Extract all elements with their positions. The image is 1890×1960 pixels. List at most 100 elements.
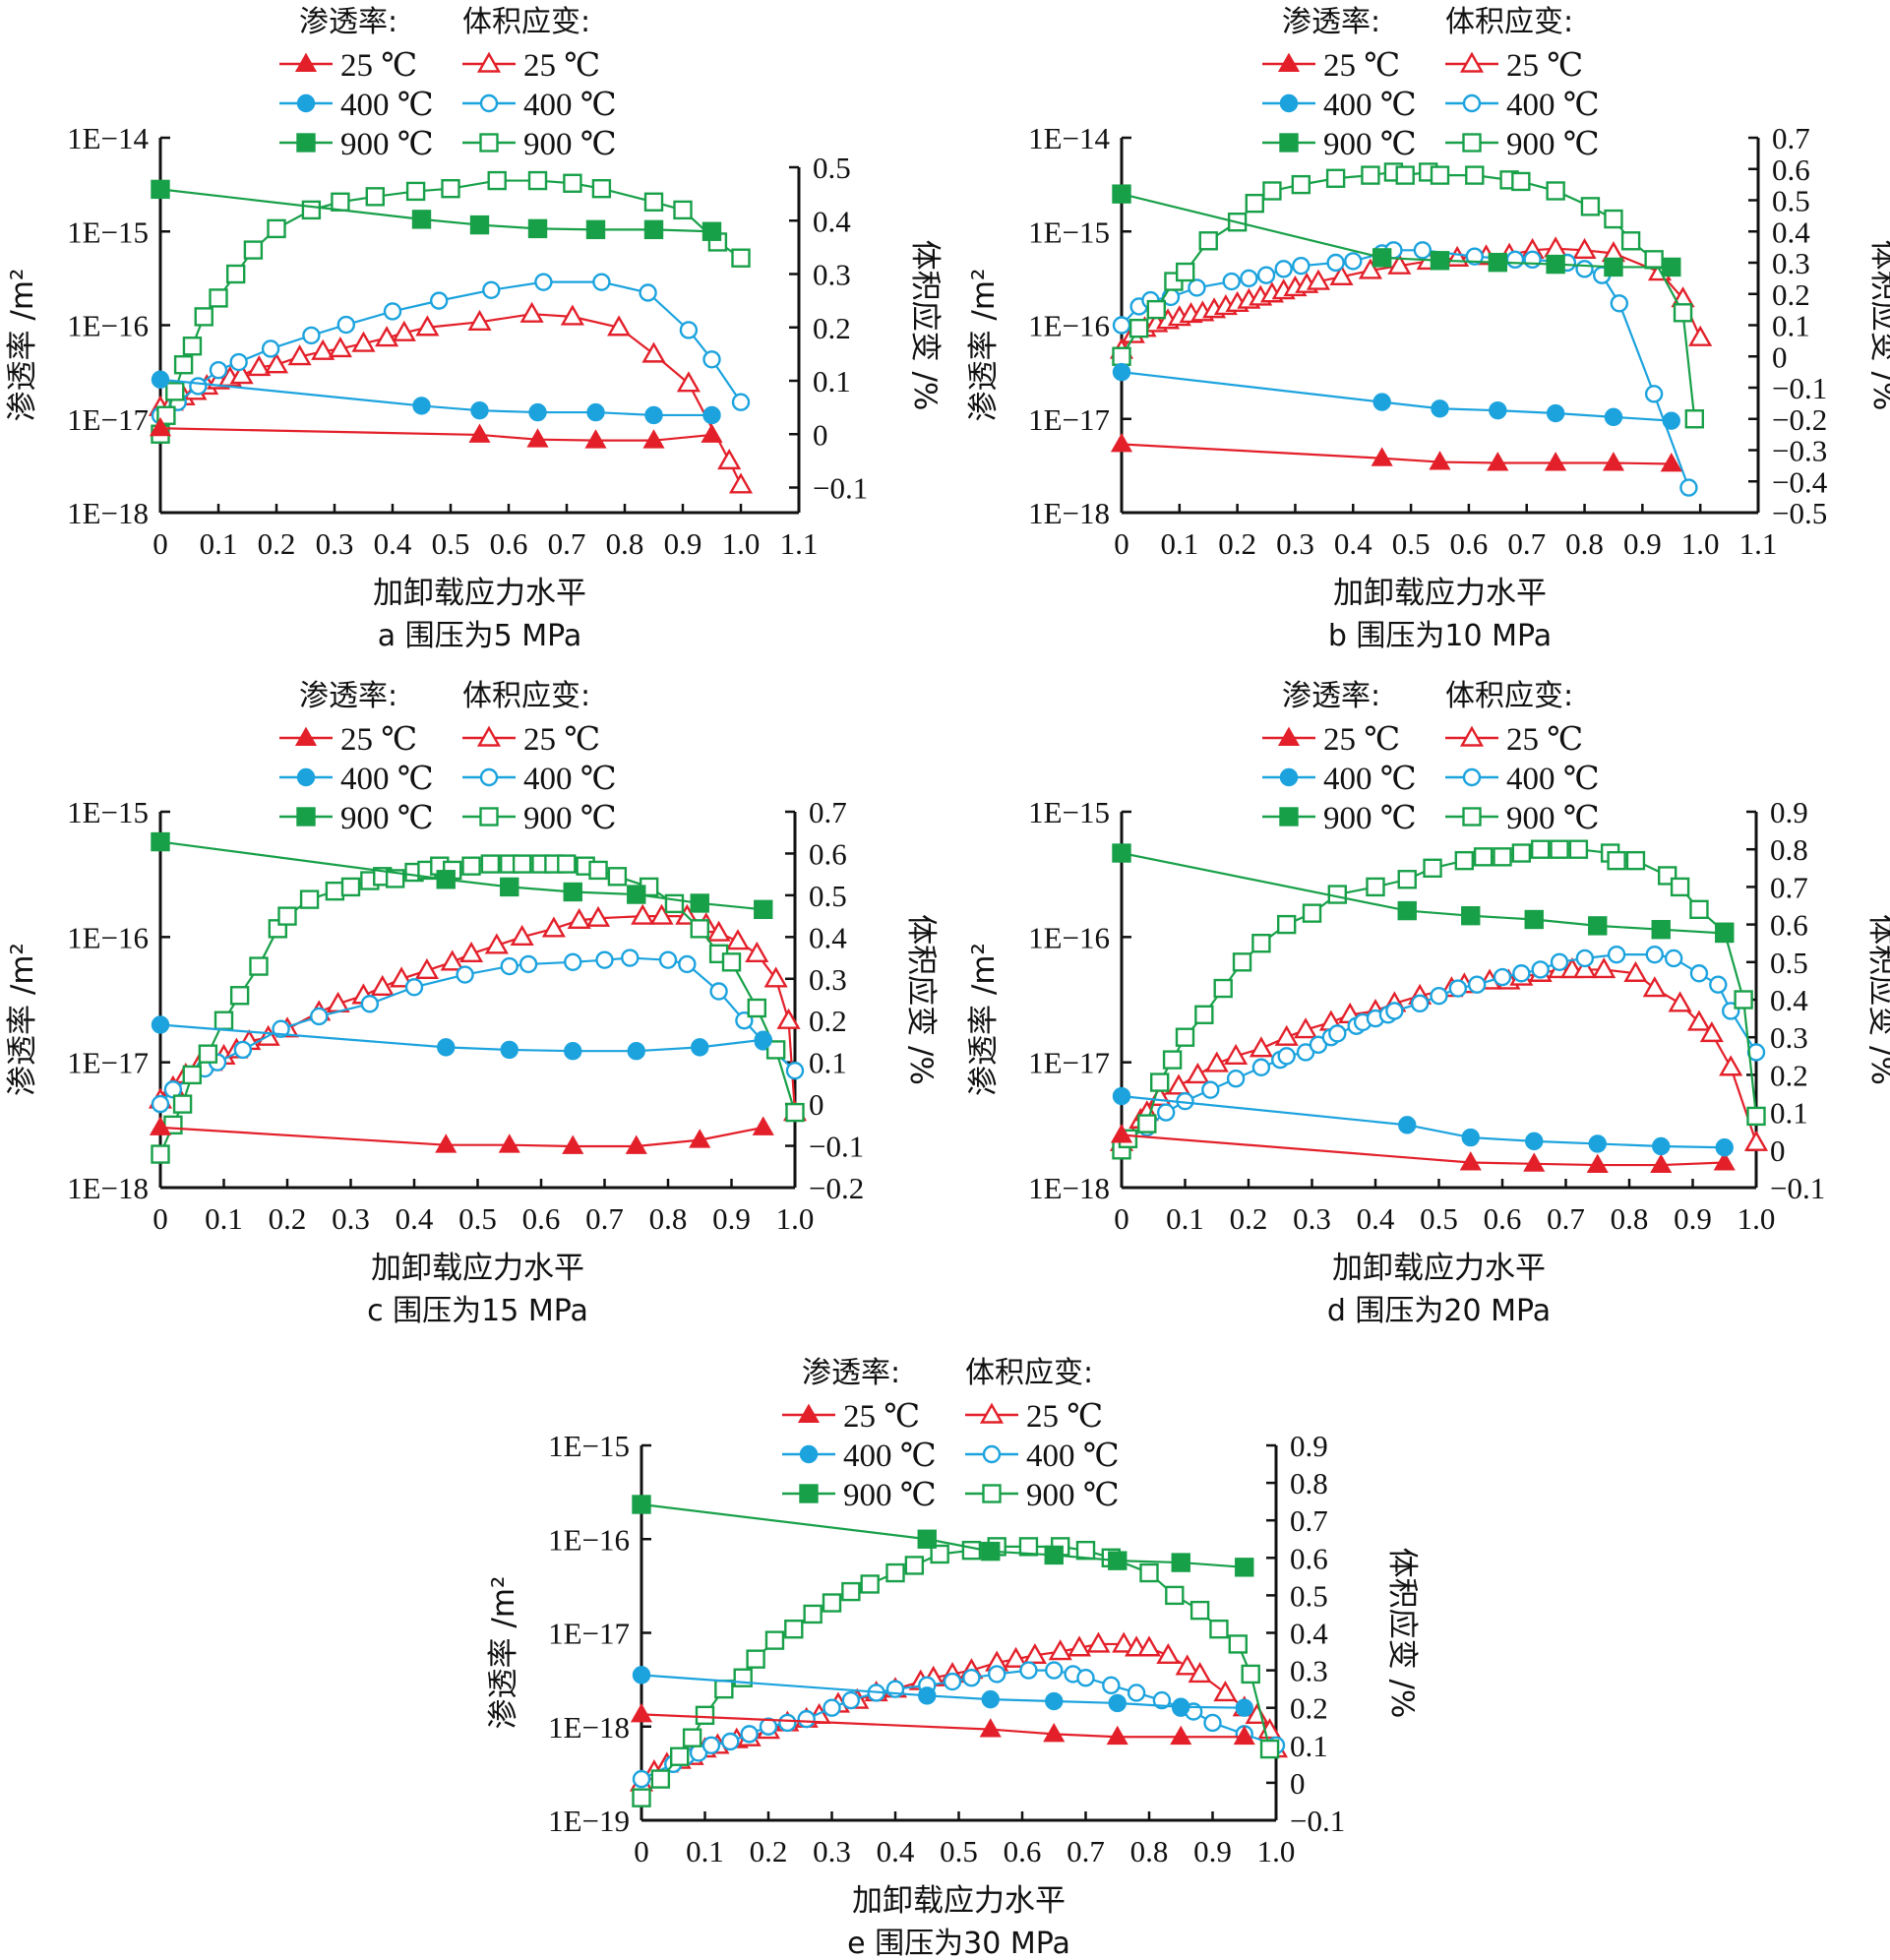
legend-item-strain: 900 ℃ bbox=[462, 801, 617, 836]
y-right-tick-label: 0.8 bbox=[1290, 1466, 1328, 1501]
strain-point bbox=[1175, 1654, 1199, 1676]
permeability-point bbox=[691, 1038, 709, 1057]
legend-item-permeability: 900 ℃ bbox=[279, 801, 434, 836]
legend-marker-icon bbox=[1279, 93, 1299, 113]
x-tick-label: 0.1 bbox=[200, 526, 238, 561]
strain-point bbox=[1623, 960, 1648, 982]
permeability-point bbox=[632, 1666, 651, 1684]
y-right-tick-label: 0.4 bbox=[1770, 983, 1808, 1017]
permeability-point bbox=[625, 1134, 647, 1154]
strain-point bbox=[1194, 1005, 1214, 1024]
strain-point bbox=[1127, 1684, 1146, 1702]
strain-point bbox=[1493, 967, 1512, 987]
permeability-point bbox=[527, 218, 548, 239]
strain-point bbox=[1413, 241, 1433, 260]
x-tick-label: 0.7 bbox=[1067, 1834, 1105, 1868]
strain-point bbox=[731, 248, 751, 268]
strain-point bbox=[1546, 181, 1565, 201]
y-right-tick-label: 0.6 bbox=[1770, 908, 1808, 943]
legend-label: 25 ℃ bbox=[523, 48, 600, 84]
x-tick-label: 0.3 bbox=[1293, 1201, 1331, 1236]
y-right-tick-label: 0.2 bbox=[1290, 1691, 1328, 1726]
permeability-point bbox=[1372, 393, 1391, 411]
legend-item-strain: 25 ℃ bbox=[462, 722, 600, 758]
strain-point bbox=[585, 905, 611, 927]
y-left-tick-label: 1E−19 bbox=[548, 1804, 630, 1838]
strain-point bbox=[943, 1672, 962, 1691]
y-right-axis-title: 体积应变 /% bbox=[1866, 240, 1890, 411]
y-right-tick-label: 0 bbox=[1290, 1766, 1306, 1801]
legend-marker-icon bbox=[799, 1444, 819, 1464]
strain-point bbox=[458, 941, 484, 963]
strain-point bbox=[1430, 986, 1448, 1006]
permeability-line bbox=[159, 1126, 763, 1148]
strain-point bbox=[695, 1705, 715, 1726]
legend-marker-icon bbox=[1279, 133, 1299, 153]
strain-point bbox=[822, 1593, 842, 1613]
strain-point bbox=[1544, 236, 1568, 258]
strain-point bbox=[591, 179, 612, 199]
x-axis-title: 加卸载应力水平 bbox=[371, 1251, 584, 1286]
strain-point bbox=[487, 170, 507, 191]
strain-point bbox=[310, 1007, 329, 1026]
permeability-point bbox=[1523, 1152, 1546, 1172]
permeability-line bbox=[640, 1713, 1245, 1739]
y-right-tick-label: −0.3 bbox=[1772, 434, 1827, 468]
legend-item-permeability: 400 ℃ bbox=[279, 762, 434, 797]
strain-point bbox=[962, 1669, 981, 1687]
strain-point bbox=[1511, 171, 1531, 192]
strain-point bbox=[311, 338, 335, 360]
permeability-series-t900 bbox=[1112, 184, 1681, 277]
strain-point bbox=[557, 854, 577, 874]
permeability-point bbox=[1487, 452, 1509, 471]
strain-point bbox=[1228, 1634, 1249, 1654]
permeability-point bbox=[1043, 1722, 1066, 1743]
strain-point bbox=[1022, 1642, 1047, 1665]
y-right-tick-label: 0.6 bbox=[1772, 153, 1810, 187]
permeability-point bbox=[1524, 909, 1544, 930]
y-left-tick-label: 1E−18 bbox=[67, 1171, 149, 1205]
permeability-point bbox=[469, 214, 490, 235]
strain-point bbox=[1686, 1010, 1712, 1031]
strain-point bbox=[1245, 193, 1264, 214]
permeability-point bbox=[470, 400, 489, 420]
permeability-point bbox=[643, 219, 664, 240]
y-right-tick-label: 0.2 bbox=[809, 1004, 847, 1038]
y-left-axis-title: 渗透率 /m² bbox=[966, 269, 1002, 422]
x-tick-label: 0.2 bbox=[1230, 1201, 1268, 1236]
legend-marker-icon bbox=[797, 1403, 821, 1423]
strain-point bbox=[607, 867, 628, 887]
strain-point bbox=[383, 302, 402, 321]
strain-series-t900 bbox=[1112, 162, 1705, 429]
x-tick-label: 0.8 bbox=[1611, 1201, 1649, 1236]
strain-point bbox=[1448, 979, 1468, 998]
x-tick-label: 0 bbox=[152, 1201, 168, 1236]
y-right-axis-title: 体积应变 /% bbox=[903, 914, 939, 1085]
y-right-tick-label: 0.4 bbox=[1290, 1617, 1328, 1651]
x-tick-label: 0 bbox=[634, 1834, 649, 1868]
permeability-point bbox=[632, 1495, 651, 1514]
strain-point bbox=[1465, 247, 1484, 266]
strain-point bbox=[682, 1728, 702, 1747]
strain-point bbox=[500, 956, 518, 976]
strain-point bbox=[277, 906, 297, 926]
permeability-point bbox=[151, 831, 170, 852]
strain-point bbox=[249, 956, 269, 976]
strain-point bbox=[1277, 1047, 1296, 1066]
strain-point bbox=[1198, 231, 1218, 251]
strain-point bbox=[1361, 165, 1380, 185]
strain-point bbox=[1019, 1661, 1038, 1680]
strain-point bbox=[1743, 1130, 1769, 1151]
y-right-axis-title: 体积应变 /% bbox=[1864, 914, 1890, 1085]
strain-point bbox=[264, 352, 289, 374]
legend-item-permeability: 400 ℃ bbox=[279, 88, 434, 123]
legend-label: 900 ℃ bbox=[843, 1478, 937, 1513]
legend-item-permeability: 900 ℃ bbox=[782, 1478, 937, 1513]
strain-point bbox=[247, 355, 272, 377]
legend-item-permeability: 400 ℃ bbox=[782, 1439, 937, 1474]
legend-marker-icon bbox=[479, 807, 499, 827]
x-tick-label: 0.3 bbox=[332, 1201, 370, 1236]
strain-point bbox=[747, 998, 766, 1018]
legend-marker-icon bbox=[1277, 726, 1301, 746]
permeability-series-t25 bbox=[630, 1702, 1255, 1746]
